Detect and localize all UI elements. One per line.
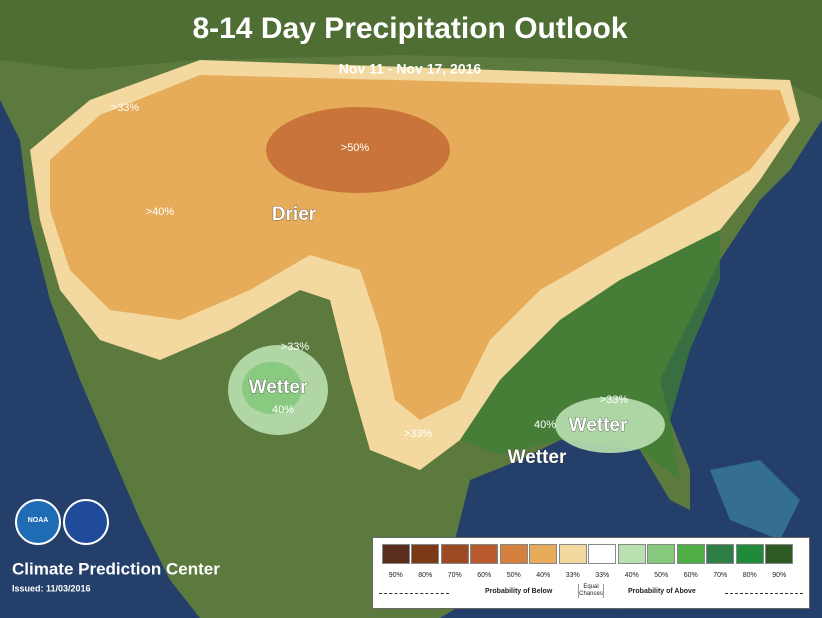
- legend-entry: 90%: [381, 544, 411, 579]
- legend-swatch: [381, 544, 410, 564]
- drier-50: [266, 107, 450, 193]
- legend-entry: 70%: [706, 544, 736, 579]
- nws-logo: [63, 499, 109, 545]
- legend-swatch: [706, 544, 735, 564]
- legend-swatch: [470, 544, 499, 564]
- legend-swatch: [647, 544, 676, 564]
- legend-label: 50%: [506, 572, 521, 579]
- legend-swatch: [617, 544, 646, 564]
- legend-entry: 33%: [588, 544, 618, 579]
- wetter-fl-33: [555, 397, 665, 453]
- legend-arrow: [379, 593, 449, 594]
- map-label: >33%: [111, 102, 140, 114]
- legend-label: 33%: [595, 572, 610, 579]
- map-label: Drier: [272, 204, 317, 225]
- legend-label: 40%: [536, 572, 551, 579]
- map-label: >33%: [404, 428, 433, 440]
- subtitle: Nov 11 - Nov 17, 2016: [339, 61, 482, 77]
- legend-entry: 50%: [499, 544, 529, 579]
- map-label: Wetter: [508, 447, 567, 468]
- legend-entry: 33%: [558, 544, 588, 579]
- legend-label: 33%: [565, 572, 580, 579]
- legend-entry: 40%: [529, 544, 559, 579]
- legend-label: 60%: [683, 572, 698, 579]
- issued: Issued: 11/03/2016: [12, 583, 91, 593]
- drier-40: [50, 75, 790, 420]
- legend-entry: 60%: [470, 544, 500, 579]
- legend-label: 40%: [624, 572, 639, 579]
- legend-above-title: Probability of Above: [628, 588, 696, 595]
- map-label: >33%: [281, 341, 310, 353]
- legend-entry: 90%: [765, 544, 795, 579]
- wetter-sw-40: [242, 362, 302, 414]
- noaa-logo: [15, 499, 61, 545]
- map-label: 40%: [272, 404, 294, 416]
- canada: [0, 0, 822, 100]
- legend-label: 70%: [447, 572, 462, 579]
- legend-swatch: [676, 544, 705, 564]
- legend-swatch: [440, 544, 469, 564]
- legend-entry: 50%: [647, 544, 677, 579]
- map-label: >33%: [600, 394, 629, 406]
- legend-label: 90%: [772, 572, 787, 579]
- legend-label: 60%: [477, 572, 492, 579]
- legend-swatch: [588, 544, 617, 564]
- caribbean-shallows: [710, 460, 800, 540]
- legend-swatch: [558, 544, 587, 564]
- legend-label: 70%: [713, 572, 728, 579]
- map-label: 40%: [534, 419, 556, 431]
- legend-entry: 40%: [617, 544, 647, 579]
- legend-entry: 80%: [411, 544, 441, 579]
- legend-label: 90%: [388, 572, 403, 579]
- legend-entry: 80%: [735, 544, 765, 579]
- noaa-text: NOAA: [28, 517, 49, 524]
- map-label: >40%: [146, 206, 175, 218]
- legend-swatch: [499, 544, 528, 564]
- legend-label: 80%: [742, 572, 757, 579]
- legend-arrow: [725, 593, 803, 594]
- legend-swatch: [735, 544, 764, 564]
- legend-entry: 70%: [440, 544, 470, 579]
- map-label: >50%: [341, 142, 370, 154]
- legend-label: 80%: [418, 572, 433, 579]
- legend-swatch: [765, 544, 794, 564]
- organization: Climate Prediction Center: [12, 559, 220, 578]
- legend-below-title: Probability of Below: [485, 588, 553, 595]
- legend-swatch: [529, 544, 558, 564]
- legend-equal-title: Equal Chances: [578, 584, 604, 598]
- map-label: Wetter: [249, 377, 308, 398]
- legend: 90% 80% 70% 60% 50% 40% 33% 33% 40% 50% 60% 70% 80% 9…: [372, 537, 810, 609]
- title: 8-14 Day Precipitation Outlook: [192, 12, 627, 45]
- legend-swatches: 90% 80% 70% 60% 50% 40% 33% 33% 40% 50% 60% 70% 80% 9…: [381, 544, 794, 579]
- legend-swatch: [411, 544, 440, 564]
- map-label: Wetter: [569, 415, 628, 436]
- legend-label: 50%: [654, 572, 669, 579]
- legend-entry: 60%: [676, 544, 706, 579]
